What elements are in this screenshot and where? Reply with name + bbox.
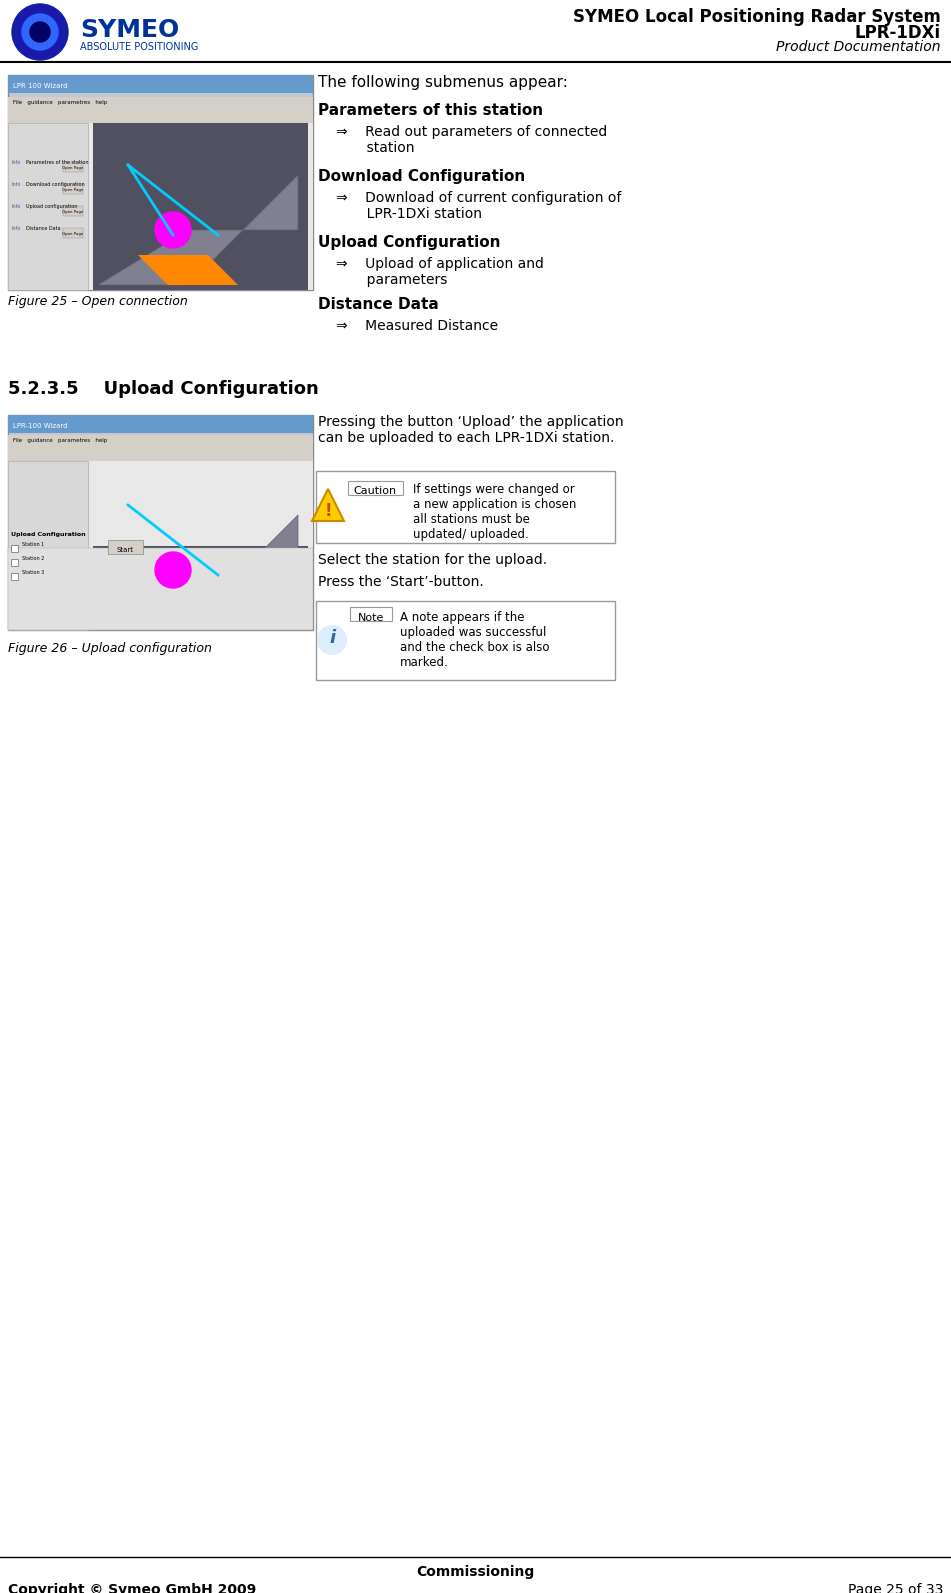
- Text: Info: Info: [11, 182, 20, 186]
- Bar: [11, 545, 18, 553]
- Text: Upload Configuration: Upload Configuration: [11, 532, 86, 537]
- Text: i: i: [329, 629, 335, 647]
- Circle shape: [318, 626, 346, 655]
- Text: SYMEO Local Positioning Radar System: SYMEO Local Positioning Radar System: [573, 8, 941, 25]
- Bar: [350, 607, 392, 621]
- Text: Open Page: Open Page: [63, 166, 84, 170]
- Text: Station 1: Station 1: [22, 542, 45, 546]
- Text: 5.2.3.5    Upload Configuration: 5.2.3.5 Upload Configuration: [8, 381, 319, 398]
- Bar: [8, 108, 313, 123]
- Bar: [108, 540, 143, 554]
- Text: ABSOLUTE POSITIONING: ABSOLUTE POSITIONING: [80, 41, 199, 53]
- Circle shape: [22, 14, 58, 49]
- Text: Station 3: Station 3: [22, 570, 45, 575]
- Text: If settings were changed or
a new application is chosen
all stations must be
upd: If settings were changed or a new applic…: [413, 483, 576, 542]
- Text: File   guidance   parametres   help: File guidance parametres help: [13, 100, 107, 105]
- Text: Open Page: Open Page: [63, 233, 84, 236]
- Polygon shape: [138, 255, 238, 285]
- FancyBboxPatch shape: [8, 75, 313, 290]
- Polygon shape: [138, 596, 238, 624]
- Text: SYMEO: SYMEO: [80, 18, 179, 41]
- Bar: [8, 460, 313, 629]
- Text: Parametres of the station: Parametres of the station: [26, 159, 88, 166]
- Text: Select the station for the upload.: Select the station for the upload.: [318, 553, 547, 567]
- Text: Copyright © Symeo GmbH 2009: Copyright © Symeo GmbH 2009: [8, 1583, 256, 1593]
- Text: Caution: Caution: [354, 486, 397, 495]
- Bar: [8, 123, 313, 290]
- FancyBboxPatch shape: [316, 601, 615, 680]
- Text: Open Page: Open Page: [63, 210, 84, 213]
- Circle shape: [12, 5, 68, 61]
- Text: File   guidance   parametres   help: File guidance parametres help: [13, 438, 107, 443]
- Circle shape: [155, 212, 191, 249]
- Text: Open Page: Open Page: [63, 188, 84, 193]
- Bar: [63, 205, 83, 217]
- Text: ⇒    Upload of application and
       parameters: ⇒ Upload of application and parameters: [336, 256, 544, 287]
- Polygon shape: [312, 489, 344, 521]
- Bar: [8, 75, 313, 92]
- Text: Figure 25 – Open connection: Figure 25 – Open connection: [8, 295, 187, 307]
- Bar: [8, 548, 313, 629]
- Text: Info: Info: [11, 204, 20, 209]
- Text: Download configuration: Download configuration: [26, 182, 85, 186]
- Bar: [8, 97, 313, 108]
- Bar: [63, 228, 83, 237]
- Text: Commissioning: Commissioning: [416, 1564, 534, 1579]
- Text: Station 2: Station 2: [22, 556, 45, 561]
- Text: Product Documentation: Product Documentation: [777, 40, 941, 54]
- Circle shape: [30, 22, 50, 41]
- Text: Upload Configuration: Upload Configuration: [318, 236, 500, 250]
- Text: Parameters of this station: Parameters of this station: [318, 104, 543, 118]
- Text: ⇒    Measured Distance: ⇒ Measured Distance: [336, 319, 498, 333]
- Text: Upload configuration: Upload configuration: [26, 204, 77, 209]
- Text: Note: Note: [358, 613, 384, 623]
- FancyBboxPatch shape: [316, 472, 615, 543]
- Text: Info: Info: [11, 159, 20, 166]
- Text: LPR-1DXi: LPR-1DXi: [855, 24, 941, 41]
- Bar: [8, 435, 313, 448]
- Text: Page 25 of 33: Page 25 of 33: [847, 1583, 943, 1593]
- Text: !: !: [324, 502, 332, 519]
- Bar: [93, 546, 308, 629]
- Text: ⇒    Download of current configuration of
       LPR-1DXi station: ⇒ Download of current configuration of L…: [336, 191, 621, 221]
- Text: Start: Start: [117, 546, 133, 553]
- Bar: [348, 481, 403, 495]
- Circle shape: [155, 553, 191, 588]
- Text: Distance Data: Distance Data: [318, 296, 438, 312]
- Bar: [8, 460, 88, 629]
- Bar: [63, 162, 83, 172]
- Text: Distance Data: Distance Data: [26, 226, 61, 231]
- Text: LPR 100 Wizard: LPR 100 Wizard: [13, 83, 68, 89]
- Text: LPR-100 Wizard: LPR-100 Wizard: [13, 424, 68, 429]
- Text: The following submenus appear:: The following submenus appear:: [318, 75, 568, 89]
- Text: Figure 26 – Upload configuration: Figure 26 – Upload configuration: [8, 642, 212, 655]
- Text: Info: Info: [11, 226, 20, 231]
- Bar: [8, 416, 313, 433]
- Bar: [8, 123, 88, 290]
- Polygon shape: [98, 175, 298, 285]
- Polygon shape: [98, 515, 298, 624]
- Text: Download Configuration: Download Configuration: [318, 169, 525, 185]
- Bar: [63, 185, 83, 194]
- Bar: [11, 573, 18, 580]
- Text: ⇒    Read out parameters of connected
       station: ⇒ Read out parameters of connected stati…: [336, 124, 608, 155]
- Bar: [11, 559, 18, 566]
- Text: Pressing the button ‘Upload’ the application
can be uploaded to each LPR-1DXi st: Pressing the button ‘Upload’ the applica…: [318, 416, 624, 444]
- Text: A note appears if the
uploaded was successful
and the check box is also
marked.: A note appears if the uploaded was succe…: [400, 612, 550, 669]
- Text: Press the ‘Start’-button.: Press the ‘Start’-button.: [318, 575, 484, 589]
- FancyBboxPatch shape: [8, 416, 313, 629]
- Bar: [8, 448, 313, 460]
- Bar: [93, 123, 308, 290]
